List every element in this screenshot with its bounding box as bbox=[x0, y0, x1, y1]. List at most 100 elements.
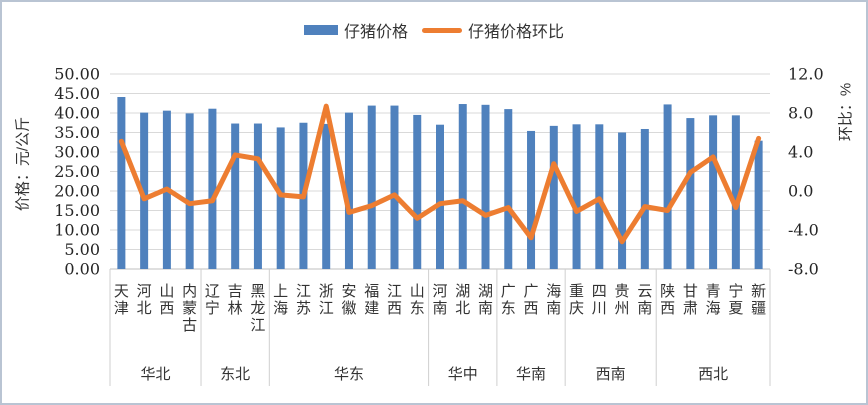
right-axis-tick: 0.0 bbox=[788, 182, 813, 201]
province-label: 宁 bbox=[728, 283, 743, 300]
province-label: 东 bbox=[410, 300, 425, 317]
region-label: 西北 bbox=[698, 366, 728, 383]
province-label: 龙 bbox=[250, 300, 265, 317]
price-bar bbox=[117, 97, 126, 269]
price-bar bbox=[458, 104, 467, 269]
price-bar bbox=[390, 105, 399, 269]
mom-line bbox=[118, 103, 762, 245]
province-label: 陕 bbox=[660, 283, 675, 300]
price-bar bbox=[140, 112, 149, 269]
price-bar bbox=[527, 130, 536, 269]
province-label: 青 bbox=[706, 283, 721, 300]
region-label: 西南 bbox=[596, 366, 626, 383]
right-axis-tick: -8.0 bbox=[788, 260, 819, 279]
province-label: 山 bbox=[159, 283, 174, 300]
region-label: 东北 bbox=[220, 366, 250, 383]
province-label: 南 bbox=[546, 300, 561, 317]
left-axis-title: 价格：元/公斤 bbox=[14, 116, 32, 212]
province-label: 江 bbox=[319, 300, 334, 317]
legend-label-price: 仔猪价格 bbox=[343, 24, 408, 41]
price-bar bbox=[231, 123, 240, 269]
province-label: 宁 bbox=[205, 300, 220, 317]
price-bar bbox=[549, 125, 558, 270]
price-bar bbox=[413, 114, 422, 269]
province-label: 徽 bbox=[341, 300, 356, 317]
legend-label-mom: 仔猪价格环比 bbox=[468, 24, 565, 41]
price-bar bbox=[640, 128, 649, 269]
left-axis-tick: 30.00 bbox=[54, 143, 100, 162]
province-label: 广 bbox=[501, 283, 516, 300]
province-label: 建 bbox=[364, 300, 379, 317]
right-axis-tick: 12.0 bbox=[788, 65, 824, 84]
province-label: 贵 bbox=[615, 283, 630, 300]
province-label: 南 bbox=[637, 300, 652, 317]
province-label: 江 bbox=[250, 317, 265, 334]
left-axis-tick: 45.00 bbox=[54, 84, 100, 103]
province-label: 夏 bbox=[728, 300, 743, 317]
legend-item-mom: 仔猪价格环比 bbox=[422, 18, 564, 42]
province-label: 东 bbox=[501, 300, 516, 317]
price-bar bbox=[208, 108, 217, 270]
left-axis-tick: 25.00 bbox=[54, 162, 100, 181]
province-label: 天 bbox=[114, 283, 129, 300]
province-label: 湖 bbox=[478, 283, 493, 300]
province-label: 上 bbox=[273, 283, 288, 300]
legend-item-price: 仔猪价格 bbox=[303, 18, 408, 42]
province-label: 浙 bbox=[319, 283, 334, 300]
province-label: 甘 bbox=[683, 283, 698, 300]
province-label: 林 bbox=[228, 300, 243, 317]
province-label: 西 bbox=[660, 300, 675, 317]
price-bar bbox=[731, 115, 740, 269]
left-axis-tick: 20.00 bbox=[54, 182, 100, 201]
province-label: 山 bbox=[410, 283, 425, 300]
province-label: 四 bbox=[592, 283, 607, 300]
province-label: 重 bbox=[569, 283, 584, 300]
price-bar bbox=[686, 118, 695, 269]
price-bar bbox=[253, 123, 262, 269]
right-axis-tick: 4.0 bbox=[788, 143, 813, 162]
province-label: 辽 bbox=[205, 283, 220, 300]
price-bar bbox=[572, 124, 581, 269]
right-axis-title: 环比：% bbox=[837, 82, 855, 142]
province-label: 河 bbox=[432, 283, 447, 300]
left-axis-tick: 40.00 bbox=[54, 104, 100, 123]
price-bar bbox=[322, 123, 331, 269]
province-label: 苏 bbox=[296, 300, 311, 317]
province-label: 南 bbox=[432, 300, 447, 317]
left-axis-tick: 5.00 bbox=[64, 240, 100, 259]
province-label: 湖 bbox=[455, 283, 470, 300]
legend: 仔猪价格 仔猪价格环比 bbox=[2, 18, 866, 42]
price-bar bbox=[276, 127, 285, 270]
price-bar bbox=[709, 115, 718, 269]
price-bar bbox=[344, 112, 353, 269]
province-label: 北 bbox=[137, 300, 152, 317]
price-bar bbox=[504, 109, 513, 269]
province-label: 河 bbox=[137, 283, 152, 300]
province-label: 江 bbox=[387, 283, 402, 300]
province-label: 西 bbox=[159, 300, 174, 317]
province-label: 古 bbox=[182, 317, 197, 334]
province-label: 广 bbox=[524, 283, 539, 300]
bar-series-swatch bbox=[303, 25, 338, 35]
left-axis-tick: 50.00 bbox=[54, 65, 100, 84]
region-label: 华南 bbox=[516, 366, 546, 383]
province-label: 川 bbox=[592, 300, 607, 317]
province-label: 西 bbox=[387, 300, 402, 317]
region-label: 华北 bbox=[141, 366, 171, 383]
region-label: 华东 bbox=[334, 366, 364, 383]
province-label: 西 bbox=[524, 300, 539, 317]
province-label: 肃 bbox=[683, 300, 698, 317]
province-label: 疆 bbox=[751, 300, 766, 317]
price-bar bbox=[436, 124, 444, 269]
price-bar bbox=[481, 104, 490, 269]
right-axis-tick: 8.0 bbox=[788, 104, 813, 123]
province-label: 云 bbox=[637, 283, 652, 300]
province-label: 吉 bbox=[228, 283, 243, 300]
province-label: 蒙 bbox=[182, 300, 197, 317]
left-axis-tick: 10.00 bbox=[54, 221, 100, 240]
province-label: 海 bbox=[706, 300, 721, 317]
province-label: 福 bbox=[364, 283, 379, 300]
province-label: 江 bbox=[296, 283, 311, 300]
province-label: 内 bbox=[182, 283, 197, 300]
